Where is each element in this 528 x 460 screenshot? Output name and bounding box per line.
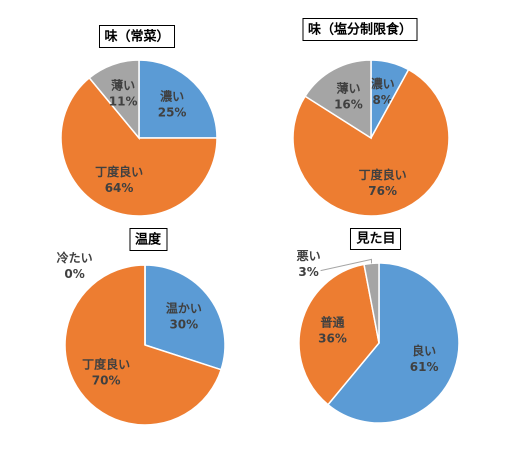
slice-category: 冷たい — [57, 250, 93, 265]
slice-value-label: 0% — [64, 267, 84, 281]
slice-value-label: 64% — [105, 181, 134, 195]
chart-title: 見た目 — [355, 232, 395, 247]
slice-category: 濃い — [371, 76, 395, 91]
slice-value-label: 70% — [92, 374, 121, 388]
title-box — [129, 228, 168, 251]
title-box — [98, 25, 176, 48]
pie-slice — [326, 262, 460, 424]
slice-category: 丁度良い — [95, 164, 143, 179]
slice-category: 良い — [412, 343, 436, 358]
slice-category: 丁度良い — [359, 167, 407, 182]
chart-title: 温度 — [135, 232, 162, 248]
slice-category: 濃い — [160, 88, 184, 103]
pie-slice — [298, 263, 380, 406]
title-box — [349, 228, 402, 250]
slice-value-label: 36% — [318, 332, 347, 346]
pie-slice — [144, 264, 226, 371]
pie-slice — [304, 59, 372, 140]
slice-value-label: 76% — [368, 184, 397, 198]
slice-value-label: 3% — [298, 265, 318, 279]
leader-line — [320, 258, 372, 272]
pie-slice — [60, 76, 218, 217]
slice-category: 薄い — [336, 80, 360, 95]
slice-value-label: 11% — [109, 94, 138, 108]
slice-category: 丁度良い — [82, 357, 130, 372]
pie-slice — [138, 59, 218, 139]
slice-category: 温かい — [166, 301, 202, 315]
slice-category: 薄い — [111, 77, 135, 92]
slice-value-label: 61% — [410, 360, 439, 374]
pie-slice — [292, 68, 450, 217]
slice-value-label: 16% — [334, 97, 363, 111]
chart-title: 味（塩分制限食） — [308, 22, 412, 38]
slice-category: 普通 — [321, 315, 345, 330]
slice-category: 悪い — [297, 249, 321, 263]
pie-slice — [88, 59, 140, 141]
slice-value-label: 8% — [372, 93, 392, 107]
chart-title: 味（常菜） — [104, 29, 169, 45]
slice-value-label: 25% — [158, 105, 187, 119]
pie-slice — [64, 264, 223, 426]
title-box — [302, 18, 418, 41]
slice-value-label: 30% — [169, 317, 198, 331]
